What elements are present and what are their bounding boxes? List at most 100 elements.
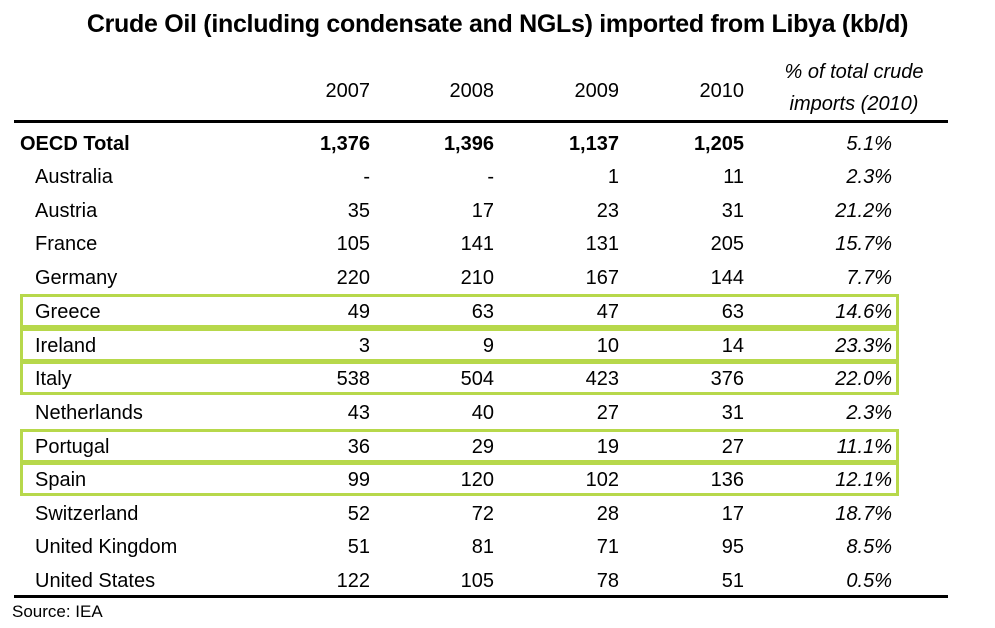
- country-name: France: [35, 233, 98, 255]
- pct-of-imports: 18.7%: [835, 503, 892, 525]
- value-2010: 51: [721, 570, 744, 592]
- value-2008: 120: [460, 469, 494, 491]
- value-2007: 122: [336, 570, 370, 592]
- value-2007: 99: [347, 469, 370, 491]
- pct-of-imports: 15.7%: [835, 233, 892, 255]
- value-2007: 52: [347, 503, 370, 525]
- value-2009: 1: [607, 166, 619, 188]
- column-header-2008: 2008: [449, 80, 495, 102]
- value-2009: 28: [596, 503, 619, 525]
- country-name: Australia: [35, 166, 113, 188]
- value-2007: 538: [336, 368, 370, 390]
- pct-of-imports: 11.1%: [836, 436, 892, 458]
- pct-header-line2: imports (2010): [789, 93, 919, 115]
- value-2007: 43: [347, 402, 370, 424]
- country-name: United Kingdom: [35, 536, 178, 558]
- value-2010: 376: [710, 368, 744, 390]
- table-row: Italy 538 504 423 376 22.0%: [0, 363, 995, 396]
- pct-of-imports: 0.5%: [846, 570, 892, 592]
- value-2008: 29: [471, 436, 494, 458]
- table-row: Greece 49 63 47 63 14.6%: [0, 296, 995, 329]
- value-2007: 51: [347, 536, 370, 558]
- country-name: Ireland: [35, 335, 97, 357]
- value-2008: 210: [460, 267, 494, 289]
- value-2009: 10: [596, 335, 619, 357]
- value-2010: 63: [721, 301, 744, 323]
- country-name: Greece: [35, 301, 101, 323]
- value-2010: 136: [710, 469, 744, 491]
- value-2010: 144: [710, 267, 744, 289]
- pct-of-imports: 2.3%: [846, 166, 892, 188]
- highlight-box: [20, 429, 899, 463]
- country-name: United States: [35, 570, 156, 592]
- value-2009: 23: [596, 200, 619, 222]
- pct-of-imports: 12.1%: [835, 469, 892, 491]
- country-name: Spain: [35, 469, 87, 491]
- value-2010: 14: [721, 335, 744, 357]
- table-row: Netherlands 43 40 27 31 2.3%: [0, 397, 995, 430]
- value-2007: -: [363, 166, 370, 188]
- value-2007: 49: [347, 301, 370, 323]
- highlight-box: [20, 328, 899, 362]
- country-name: Germany: [35, 267, 118, 289]
- table-row: France 105 141 131 205 15.7%: [0, 228, 995, 261]
- value-2010: 27: [721, 436, 744, 458]
- value-2009: 27: [596, 402, 619, 424]
- value-2009: 131: [585, 233, 619, 255]
- value-2008: 504: [460, 368, 494, 390]
- value-2008: 105: [460, 570, 494, 592]
- table-row: Austria 35 17 23 31 21.2%: [0, 195, 995, 228]
- source-note: Source: IEA: [12, 602, 103, 621]
- value-2008: 9: [482, 335, 494, 357]
- value-2008: 72: [471, 503, 494, 525]
- table-row: Germany 220 210 167 144 7.7%: [0, 262, 995, 295]
- pct-of-imports: 7.7%: [846, 267, 892, 289]
- bottom-rule: [14, 595, 948, 598]
- table-row: United Kingdom 51 81 71 95 8.5%: [0, 531, 995, 564]
- column-header-2009: 2009: [574, 80, 620, 102]
- value-2008: 81: [471, 536, 494, 558]
- table-row: Spain 99 120 102 136 12.1%: [0, 464, 995, 497]
- value-2008: 40: [471, 402, 494, 424]
- value-2008: -: [487, 166, 494, 188]
- value-2008: 141: [460, 233, 494, 255]
- pct-of-imports: 21.2%: [835, 200, 892, 222]
- value-2009: 423: [585, 368, 619, 390]
- table-title: Crude Oil (including condensate and NGLs…: [86, 10, 909, 38]
- header-rule: [14, 120, 948, 123]
- total-row: OECD Total 1,376 1,396 1,137 1,205 5.1%: [0, 128, 995, 161]
- value-2010: 17: [721, 503, 744, 525]
- country-name: Switzerland: [35, 503, 139, 525]
- country-name: Italy: [35, 368, 72, 390]
- pct-of-imports: 5.1%: [846, 133, 892, 155]
- pct-of-imports: 23.3%: [835, 335, 892, 357]
- value-2007: 35: [347, 200, 370, 222]
- table-row: Switzerland 52 72 28 17 18.7%: [0, 498, 995, 531]
- country-name: OECD Total: [20, 133, 130, 155]
- value-2008: 17: [471, 200, 494, 222]
- country-name: Portugal: [35, 436, 110, 458]
- table-row: United States 122 105 78 51 0.5%: [0, 565, 995, 598]
- column-header-2010: 2010: [699, 80, 745, 102]
- value-2010: 31: [721, 200, 744, 222]
- value-2009: 167: [585, 267, 619, 289]
- value-2010: 205: [710, 233, 744, 255]
- value-2009: 19: [596, 436, 619, 458]
- table-row: Portugal 36 29 19 27 11.1%: [0, 431, 995, 464]
- value-2007: 36: [347, 436, 370, 458]
- value-2007: 220: [336, 267, 370, 289]
- value-2007: 3: [358, 335, 370, 357]
- highlight-box: [20, 462, 899, 496]
- value-2010: 31: [721, 402, 744, 424]
- pct-of-imports: 22.0%: [835, 368, 892, 390]
- pct-of-imports: 8.5%: [846, 536, 892, 558]
- value-2009: 78: [596, 570, 619, 592]
- value-2007: 1,376: [319, 133, 370, 155]
- pct-of-imports: 2.3%: [846, 402, 892, 424]
- value-2010: 1,205: [693, 133, 744, 155]
- pct-of-imports: 14.6%: [835, 301, 892, 323]
- value-2009: 1,137: [568, 133, 619, 155]
- value-2010: 95: [721, 536, 744, 558]
- value-2008: 63: [471, 301, 494, 323]
- value-2008: 1,396: [443, 133, 494, 155]
